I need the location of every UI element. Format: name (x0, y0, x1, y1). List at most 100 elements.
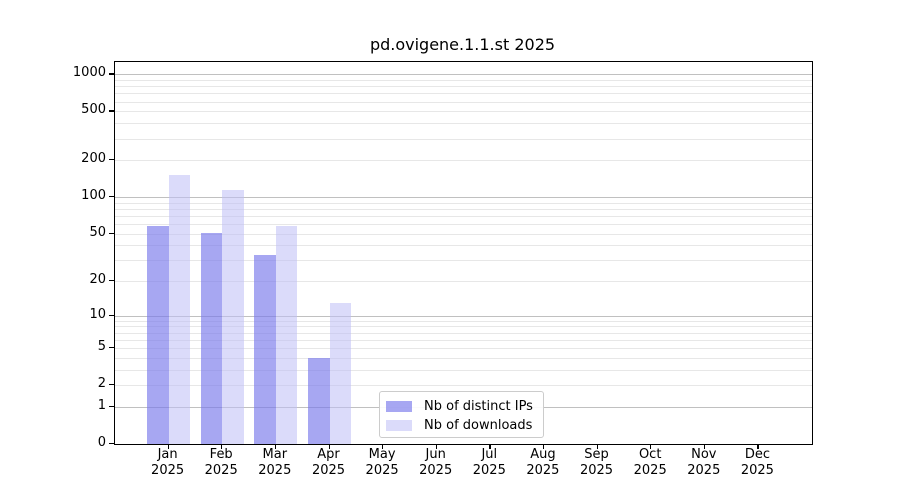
x-tick-label-jun: Jun 2025 (406, 447, 466, 478)
x-tick-label-oct: Oct 2025 (620, 447, 680, 478)
bar-distinct-ips-mar (254, 255, 276, 444)
legend-swatch-downloads (386, 420, 412, 431)
y-tick-mark (109, 232, 114, 234)
y-tick-mark (109, 384, 114, 386)
minor-gridline (115, 160, 812, 162)
x-tick-mark (167, 444, 169, 450)
x-tick-mark (435, 444, 437, 450)
y-tick-mark (109, 110, 114, 112)
x-tick-mark (650, 444, 652, 450)
y-tick-label: 10 (89, 306, 106, 322)
minor-gridline (115, 208, 812, 210)
month-name: Jan (157, 447, 178, 462)
x-tick-label-apr: Apr 2025 (299, 447, 359, 478)
x-tick-label-feb: Feb 2025 (191, 447, 251, 478)
month-name: Jun (425, 447, 446, 462)
month-name: Apr (317, 447, 340, 462)
major-gridline (115, 74, 812, 76)
x-tick-mark (542, 444, 545, 450)
major-gridline (115, 315, 812, 317)
bar-downloads-feb (222, 190, 244, 444)
plot-area (114, 61, 813, 445)
month-year: 2025 (687, 462, 721, 478)
x-tick-mark (274, 444, 277, 450)
minor-gridline (115, 224, 812, 225)
minor-gridline (115, 138, 812, 140)
month-name: Feb (209, 447, 233, 462)
minor-gridline (115, 281, 812, 283)
x-tick-mark (489, 444, 491, 450)
month-year: 2025 (740, 462, 774, 478)
month-year: 2025 (258, 462, 292, 478)
bar-downloads-mar (275, 225, 298, 444)
y-tick-label: 500 (81, 102, 106, 118)
x-tick-label-mar: Mar 2025 (245, 447, 305, 478)
major-gridline (115, 197, 812, 199)
legend-label: Nb of downloads (424, 417, 533, 433)
month-year: 2025 (365, 462, 399, 478)
month-name: Nov (691, 447, 717, 462)
month-year: 2025 (526, 462, 560, 478)
y-tick-mark (109, 443, 114, 445)
chart-title: pd.ovigene.1.1.st 2025 (369, 35, 556, 54)
month-year: 2025 (633, 462, 667, 478)
minor-gridline (115, 326, 812, 328)
x-tick-label-may: May 2025 (352, 447, 412, 478)
y-tick-mark (109, 405, 114, 408)
month-name: Dec (744, 447, 770, 462)
month-year: 2025 (419, 462, 453, 478)
minor-gridline (115, 86, 812, 88)
bar-distinct-ips-feb (200, 232, 223, 444)
legend-entry: Nb of distinct IPs (386, 397, 537, 416)
month-year: 2025 (472, 462, 506, 478)
minor-gridline (115, 348, 812, 350)
y-tick-label: 50 (89, 224, 106, 240)
minor-gridline (115, 111, 812, 113)
minor-gridline (115, 260, 812, 262)
y-tick-mark (109, 159, 114, 161)
x-tick-mark (703, 444, 706, 450)
minor-gridline (115, 123, 812, 125)
y-tick-mark (109, 347, 114, 349)
y-tick-label: 200 (81, 151, 106, 167)
minor-gridline (115, 332, 812, 334)
minor-gridline (115, 202, 812, 204)
x-tick-label-nov: Nov 2025 (674, 447, 734, 478)
minor-gridline (115, 215, 812, 217)
minor-gridline (115, 245, 812, 247)
month-year: 2025 (311, 462, 346, 478)
y-tick-mark (109, 73, 114, 75)
month-name: Sep (584, 447, 609, 462)
y-tick-label: 5 (97, 339, 106, 355)
month-year: 2025 (151, 462, 185, 478)
minor-gridline (115, 339, 812, 341)
x-tick-mark (221, 444, 223, 450)
minor-gridline (115, 357, 812, 359)
bar-downloads-apr (329, 302, 351, 444)
bar-distinct-ips-apr (308, 357, 330, 444)
y-tick-label: 20 (89, 272, 106, 288)
y-tick-label: 100 (81, 188, 106, 204)
legend-label: Nb of distinct IPs (424, 398, 533, 414)
x-tick-mark (596, 444, 598, 450)
legend: Nb of distinct IPs Nb of downloads (379, 391, 544, 438)
x-tick-label-jan: Jan 2025 (138, 447, 198, 478)
x-tick-label-dec: Dec 2025 (727, 447, 787, 478)
y-tick-label: 0 (97, 435, 106, 450)
minor-gridline (115, 320, 812, 322)
y-tick-mark (109, 314, 114, 316)
legend-swatch-distinct-ips (386, 401, 412, 412)
bar-downloads-jan (168, 174, 191, 444)
bar-distinct-ips-jan (147, 225, 169, 444)
month-name: Mar (262, 447, 288, 462)
x-tick-label-aug: Aug 2025 (513, 447, 573, 478)
month-name: Aug (530, 447, 556, 462)
x-tick-mark (382, 444, 384, 450)
y-tick-mark (109, 196, 114, 198)
month-year: 2025 (579, 462, 614, 478)
y-tick-label: 1 (97, 397, 106, 413)
y-tick-mark (109, 280, 114, 282)
x-tick-mark (328, 444, 330, 450)
legend-entry: Nb of downloads (386, 416, 537, 435)
